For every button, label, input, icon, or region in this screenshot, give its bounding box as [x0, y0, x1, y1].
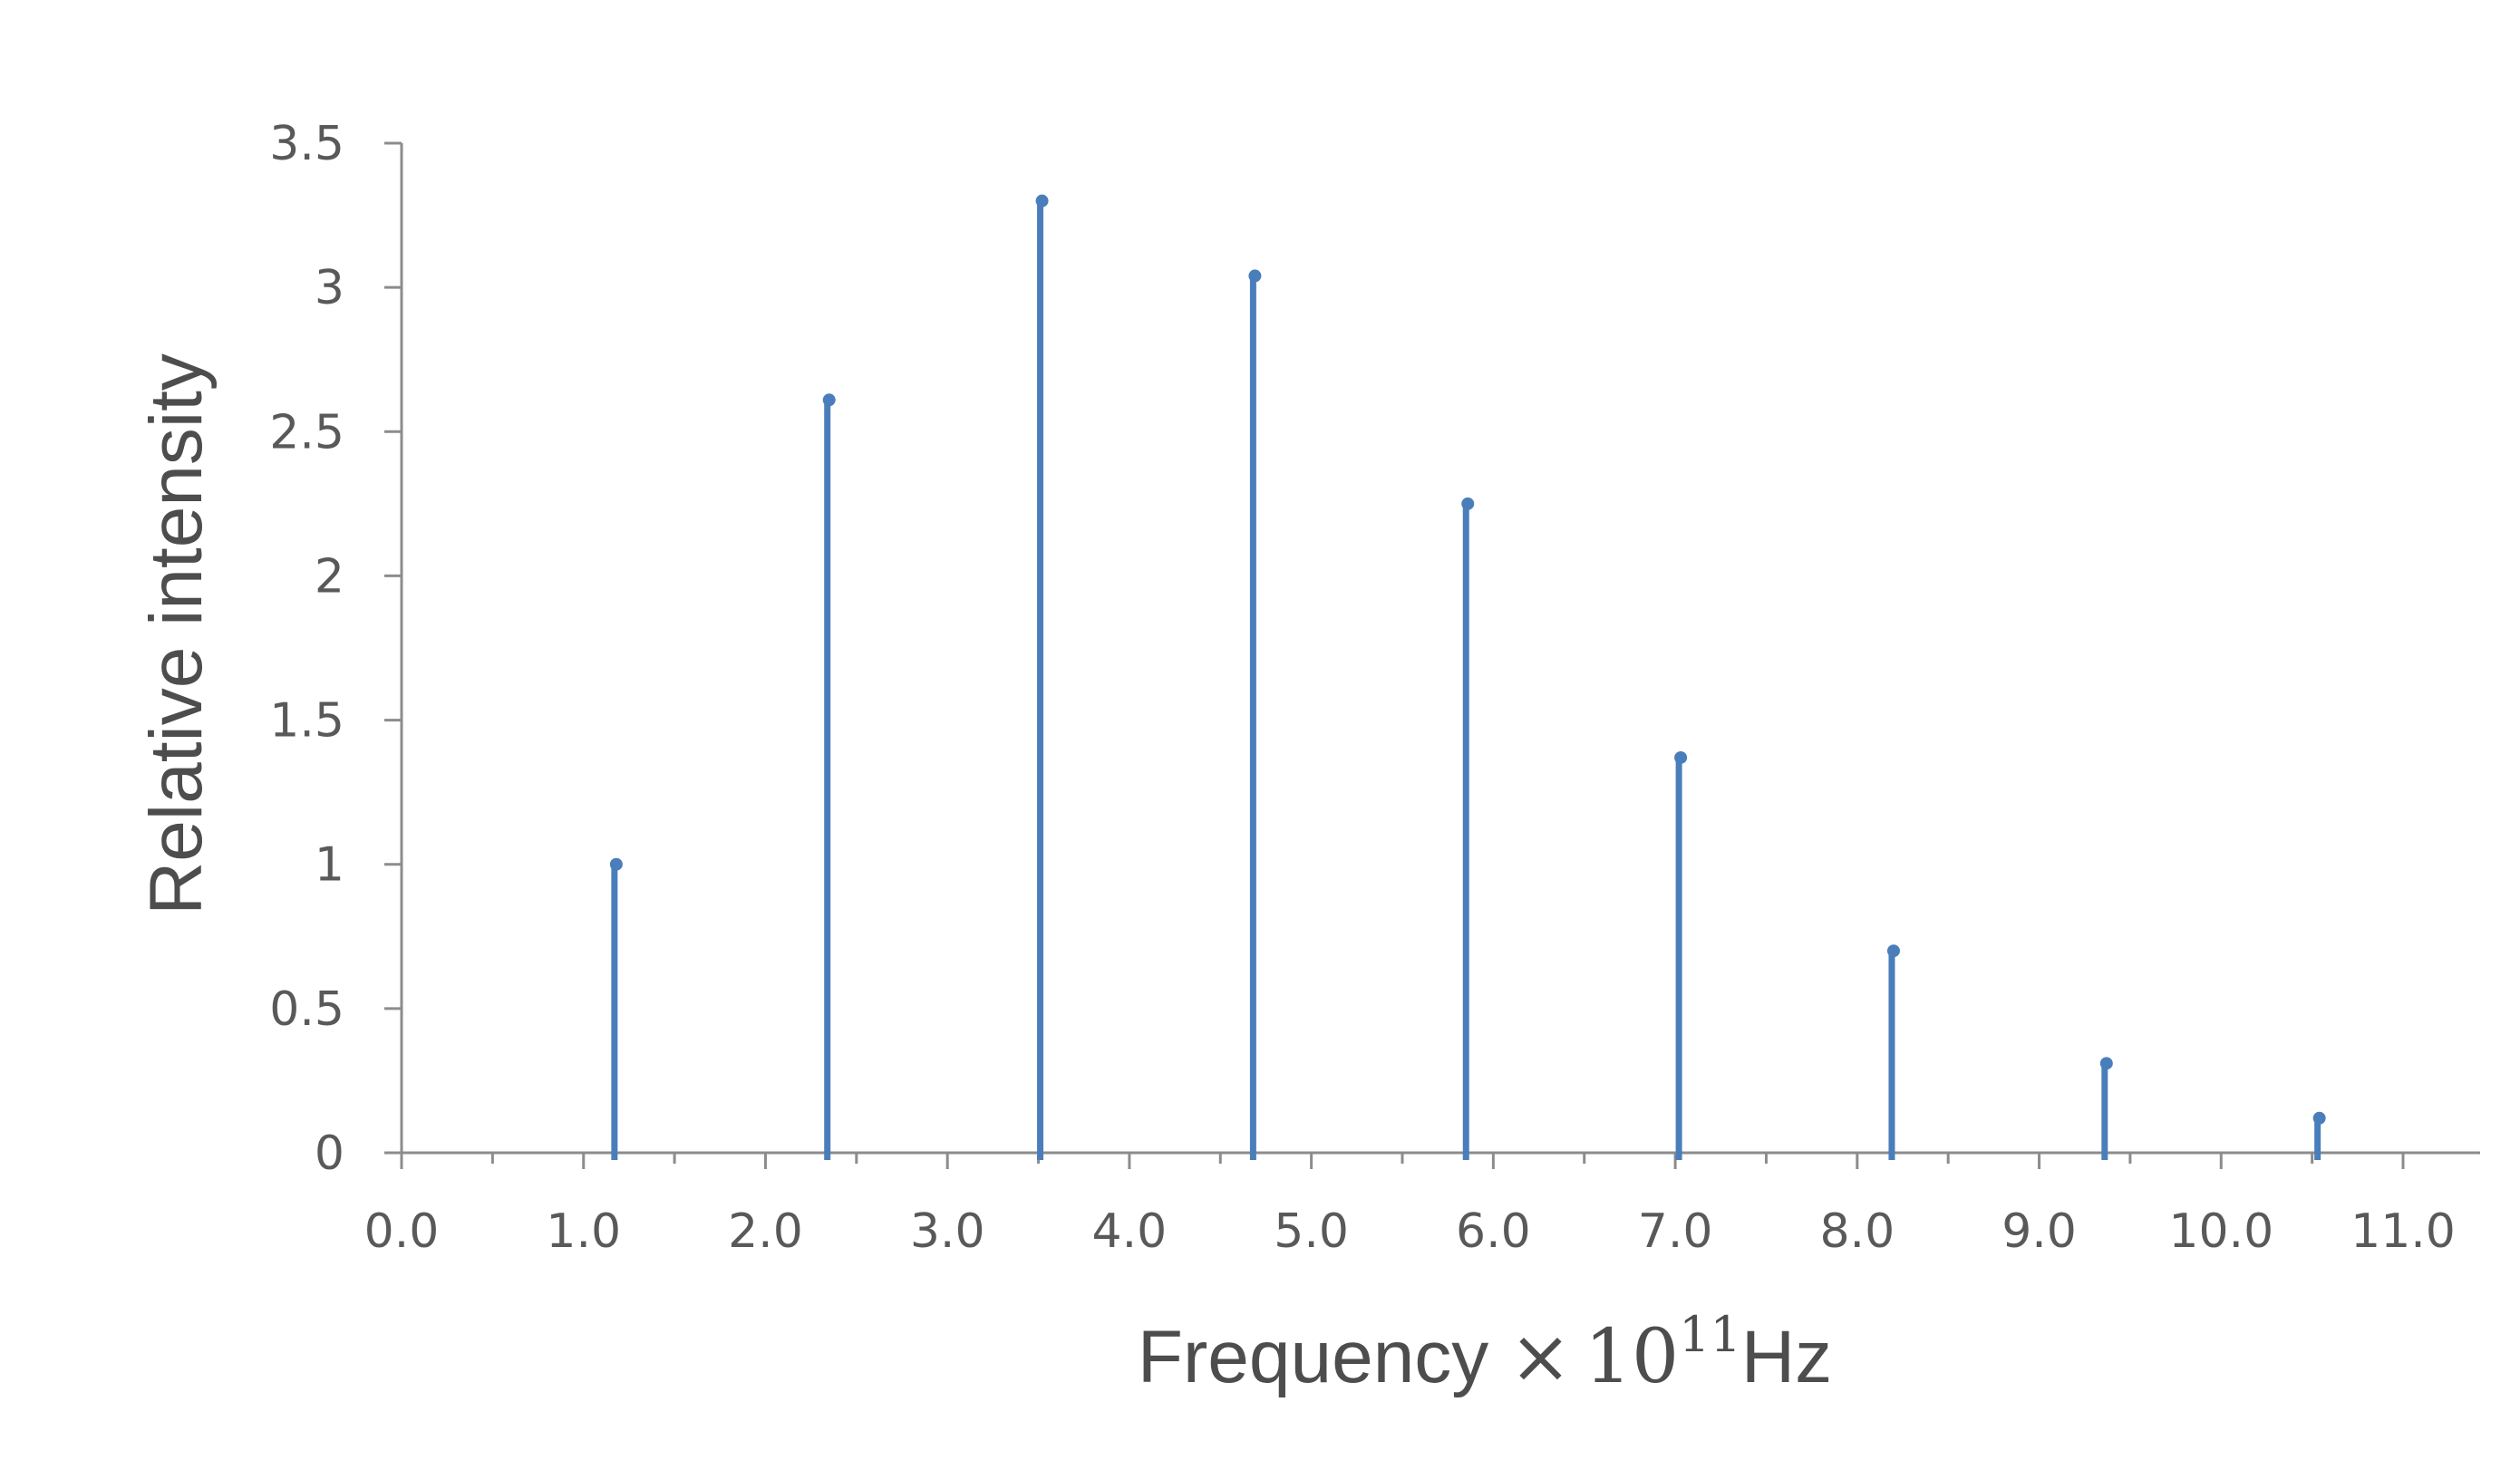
x-tick-label: 3.0 [910, 1204, 985, 1259]
stem-marker [1035, 194, 1049, 208]
x-tick-label: 10.0 [2168, 1204, 2273, 1259]
x-tick-label: 7.0 [1638, 1204, 1713, 1259]
axes [390, 143, 2480, 1155]
x-tick-label: 6.0 [1456, 1204, 1531, 1259]
x-tick-label: 9.0 [2001, 1204, 2077, 1259]
x-tick-label: 5.0 [1274, 1204, 1349, 1259]
y-axis-title: Relative intensity [135, 353, 218, 915]
y-tick-label: 2 [315, 549, 344, 604]
y-ticks: 0 0.5 1 1.5 2 2.5 3 3.5 [269, 117, 402, 1181]
y-tick-label: 1 [315, 838, 344, 893]
x-axis-title-times: × [1509, 1314, 1572, 1400]
y-tick-label: 3 [315, 261, 344, 315]
x-axis-title-base: 10 [1585, 1314, 1679, 1400]
stem-marker [822, 393, 836, 407]
x-ticks: 0.0 1.0 2.0 3.0 4.0 5.0 6.0 7.0 8.0 9.0 10.0 11.0 [364, 1153, 2456, 1259]
stem-marker [2312, 1111, 2326, 1125]
stem-series [609, 194, 2326, 1160]
y-tick-label: 0 [315, 1126, 344, 1181]
x-tick-label: 0.0 [364, 1204, 440, 1259]
x-tick-label: 8.0 [1819, 1204, 1895, 1259]
y-tick-label: 0.5 [269, 982, 344, 1037]
stem-marker [1461, 497, 1475, 510]
stem-marker [1674, 750, 1688, 764]
x-axis-title-prefix: Frequency [1138, 1316, 1509, 1398]
y-tick-label: 3.5 [269, 117, 344, 171]
x-tick-label: 1.0 [546, 1204, 621, 1259]
x-tick-label: 2.0 [728, 1204, 803, 1259]
stem-marker [1886, 944, 1900, 958]
stem-marker [2099, 1057, 2113, 1070]
stem-marker [1248, 269, 1262, 283]
x-tick-label: 4.0 [1092, 1204, 1168, 1259]
y-tick-label: 2.5 [269, 405, 344, 459]
x-axis-title-unit: Hz [1741, 1316, 1832, 1398]
x-axis-title: Frequency × 1011Hz [1138, 1306, 1832, 1400]
y-tick-label: 1.5 [269, 694, 344, 749]
stem-marker [609, 857, 623, 871]
x-tick-label: 11.0 [2350, 1204, 2456, 1259]
x-axis-title-exponent: 11 [1679, 1306, 1741, 1363]
